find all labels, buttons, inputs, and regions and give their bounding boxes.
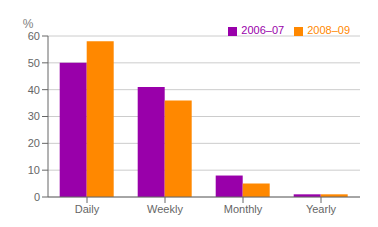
svg-text:60: 60 [28, 30, 40, 42]
svg-text:Daily: Daily [75, 203, 100, 215]
svg-text:Monthly: Monthly [224, 203, 263, 215]
svg-text:Yearly: Yearly [306, 203, 337, 215]
svg-text:40: 40 [28, 84, 40, 96]
svg-text:0: 0 [34, 191, 40, 203]
html-text:2008–09: 2008–09 [307, 24, 350, 36]
svg-text:30: 30 [28, 110, 40, 122]
svg-text:10: 10 [28, 164, 40, 176]
svg-text:%: % [23, 17, 34, 31]
svg-text:Weekly: Weekly [147, 203, 183, 215]
html-text:2006–07: 2006–07 [241, 24, 285, 36]
svg-text:50: 50 [28, 57, 40, 69]
svg-text:20: 20 [28, 137, 40, 149]
